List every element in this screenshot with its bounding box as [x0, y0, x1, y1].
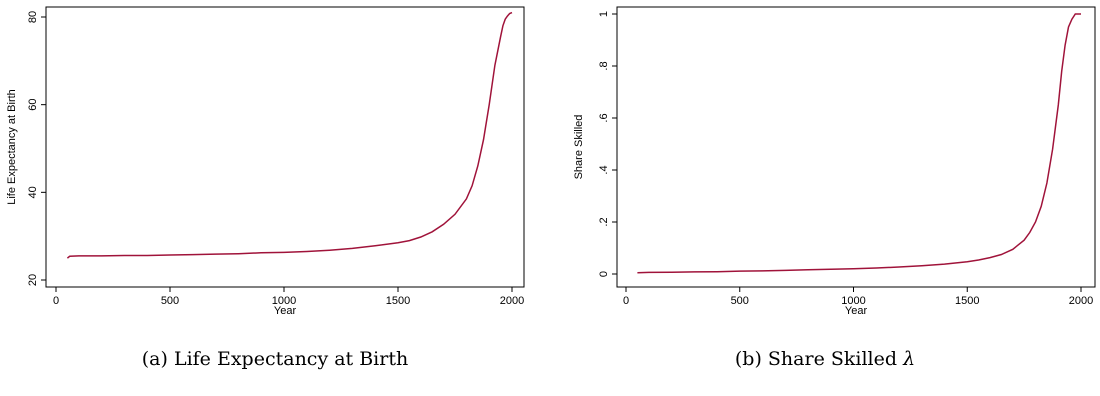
x-tick-label: 2000 — [1069, 295, 1093, 307]
x-tick-label: 2000 — [500, 295, 524, 307]
series-line-0 — [637, 13, 1081, 274]
y-axis-title: Life Expectancy at Birth — [6, 89, 18, 205]
x-axis-title: Year — [845, 305, 868, 317]
chart-life-expectancy: 0 500 1000 1500 2000 20 40 60 80 Year Life Expecta… — [6, 6, 525, 317]
y-tick-label: 80 — [27, 11, 39, 23]
x-tick-label: 500 — [161, 295, 179, 307]
y-tick-label: 1 — [598, 11, 610, 17]
y-tick-label: .8 — [598, 61, 610, 70]
chart-panel-share-skilled: 0 500 1000 1500 2000 0 .2 .4 .6 .8 1 Year Share Skil… — [550, 0, 1100, 396]
x-axis-title: Year — [274, 305, 297, 317]
caption-b-lambda: λ — [903, 348, 916, 370]
y-tick-label: 60 — [27, 99, 39, 111]
x-tick-label: 1000 — [841, 295, 865, 307]
chart-panel-life-expectancy: 0 500 1000 1500 2000 20 40 60 80 Year Life Expecta… — [0, 6, 550, 370]
y-axis-title: Share Skilled — [573, 115, 585, 180]
caption-a: (a) Life Expectancy at Birth — [0, 348, 550, 370]
x-tick-label: 1000 — [272, 295, 296, 307]
x-tick-label: 0 — [53, 295, 59, 307]
caption-a-text: (a) Life Expectancy at Birth — [141, 348, 409, 370]
x-tick-label: 1500 — [386, 295, 410, 307]
series-line-0 — [66, 11, 513, 259]
y-tick-label: 20 — [27, 274, 39, 286]
y-tick-label: .4 — [598, 165, 610, 174]
x-tick-label: 0 — [623, 295, 629, 307]
plot-frame — [616, 6, 1096, 288]
caption-b: (b) Share Skilled λ — [550, 348, 1100, 370]
y-tick-label: .6 — [598, 113, 610, 122]
y-tick-label: 40 — [27, 186, 39, 198]
plot-frame — [45, 6, 525, 288]
x-tick-label: 500 — [731, 295, 749, 307]
caption-b-text: (b) Share Skilled — [734, 348, 904, 370]
y-tick-label: 0 — [598, 271, 610, 277]
x-tick-label: 1500 — [955, 295, 979, 307]
y-tick-label: .2 — [598, 217, 610, 226]
chart-share-skilled: 0 500 1000 1500 2000 0 .2 .4 .6 .8 1 Year Share Skil… — [573, 6, 1096, 317]
